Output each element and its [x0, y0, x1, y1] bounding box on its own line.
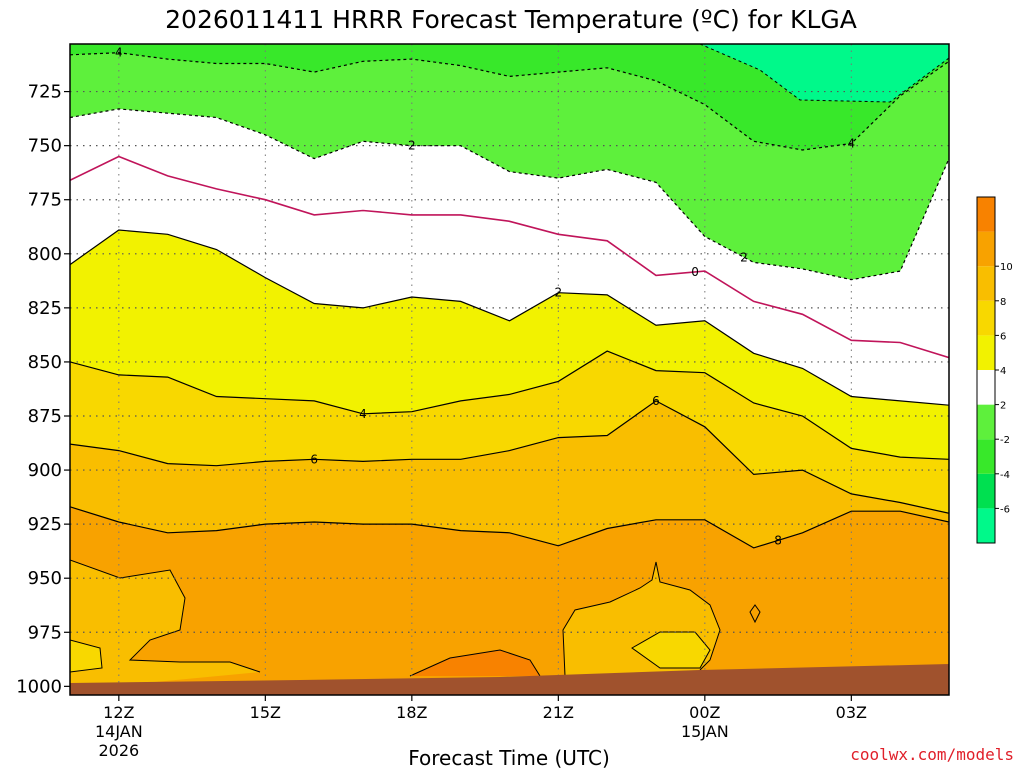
y-tick-label: 850	[28, 352, 62, 373]
colorbar-segment	[977, 266, 995, 301]
contour-6-left-pocket	[70, 639, 103, 673]
colorbar-segment	[977, 439, 995, 474]
y-tick-label: 950	[28, 568, 62, 589]
y-tick-label: 725	[28, 82, 62, 103]
x-tick-label: 18Z	[396, 703, 427, 722]
contour-line	[70, 108, 949, 281]
x-tick-sublabel: 14JAN	[95, 722, 143, 741]
y-tick-label: 1000	[16, 676, 62, 697]
colorbar-segment	[977, 335, 995, 370]
contour-6-right-pocket	[631, 631, 711, 669]
colorbar-tick-label: -2	[1000, 435, 1010, 446]
colorbar: -6 -4 -2 2 4 6 8 10	[976, 196, 1013, 544]
cool-pocket-far-left	[70, 640, 102, 672]
contour-minus6	[699, 44, 949, 103]
x-tick-label: 21Z	[543, 703, 574, 722]
warm-pocket-surface	[410, 650, 540, 676]
colorbar-tick-label: 10	[1000, 262, 1013, 273]
y-axis: 725 750 775 800 825 850 875 900 925 950 975 1000	[16, 82, 70, 697]
cool-pocket-left	[70, 560, 260, 690]
x-tick-sublabel: 15JAN	[681, 722, 729, 741]
y-tick-label: 900	[28, 460, 62, 481]
x-tick-label: 12Z	[103, 703, 134, 722]
colorbar-tick-label: 4	[1000, 366, 1006, 377]
contour-label: 4	[359, 407, 367, 421]
contour-8-left-pocket	[70, 559, 261, 673]
contour-line	[70, 350, 949, 460]
contour-label: 2	[555, 286, 563, 300]
contour-labels: 4 4 2 2 0 2 4 6 6 8	[115, 46, 856, 548]
contour-line	[70, 229, 949, 406]
y-tick-label: 750	[28, 136, 62, 157]
contour-label: 2	[740, 250, 748, 264]
ground-surface	[70, 664, 949, 695]
band-minus6-to-minus4	[70, 44, 949, 150]
cool-pocket-inner	[632, 632, 710, 668]
colorbar-segment	[977, 231, 995, 267]
plot-frame	[69, 43, 950, 696]
colorbar-segment	[977, 404, 995, 440]
colorbar-segment	[977, 197, 995, 232]
band-minus8-to-minus6	[700, 44, 949, 102]
grid	[70, 44, 949, 695]
colorbar-tick-label: -6	[1000, 504, 1010, 515]
y-tick-label: 975	[28, 622, 62, 643]
colorbar-tick-label: -4	[1000, 470, 1010, 481]
contour-label: 0	[691, 265, 699, 279]
chart-title: 2026011411 HRRR Forecast Temperature (ºC…	[165, 5, 857, 34]
contour-label: 6	[310, 452, 318, 466]
x-tick-label: 00Z	[689, 703, 720, 722]
colorbar-tick-label: 8	[1000, 297, 1006, 308]
x-axis-title: Forecast Time (UTC)	[408, 746, 610, 768]
colorbar-segment	[977, 508, 995, 543]
colorbar-segment	[977, 300, 995, 336]
contour-label: 4	[848, 136, 856, 150]
x-tick-label: 15Z	[250, 703, 281, 722]
contour-label: 8	[774, 533, 782, 547]
colorbar-segment	[977, 370, 995, 405]
x-tick-label: 03Z	[836, 703, 867, 722]
colorbar-tick-label: 6	[1000, 331, 1006, 342]
contour-10-pocket	[409, 649, 541, 677]
colorbar-segment	[977, 473, 995, 509]
colorbar-tick-label: 2	[1000, 401, 1006, 412]
y-tick-label: 875	[28, 406, 62, 427]
y-tick-label: 825	[28, 298, 62, 319]
contour-line	[70, 155, 949, 359]
contour-label: 2	[408, 139, 416, 153]
y-tick-label: 775	[28, 190, 62, 211]
contour-8-right-pocket	[562, 561, 721, 677]
y-tick-label: 800	[28, 244, 62, 265]
plot-area	[70, 44, 949, 695]
contour-lines	[70, 52, 949, 549]
contour-label: 6	[652, 394, 660, 408]
y-tick-label: 925	[28, 514, 62, 535]
contour-line	[70, 52, 949, 151]
contour-line	[70, 506, 949, 549]
credit-link[interactable]: coolwx.com/models	[850, 745, 1014, 764]
contour-small-diamond	[749, 604, 761, 624]
x-tick-sublabel: 2026	[98, 741, 139, 760]
contour-label: 4	[115, 46, 123, 60]
contour-line	[70, 400, 949, 514]
